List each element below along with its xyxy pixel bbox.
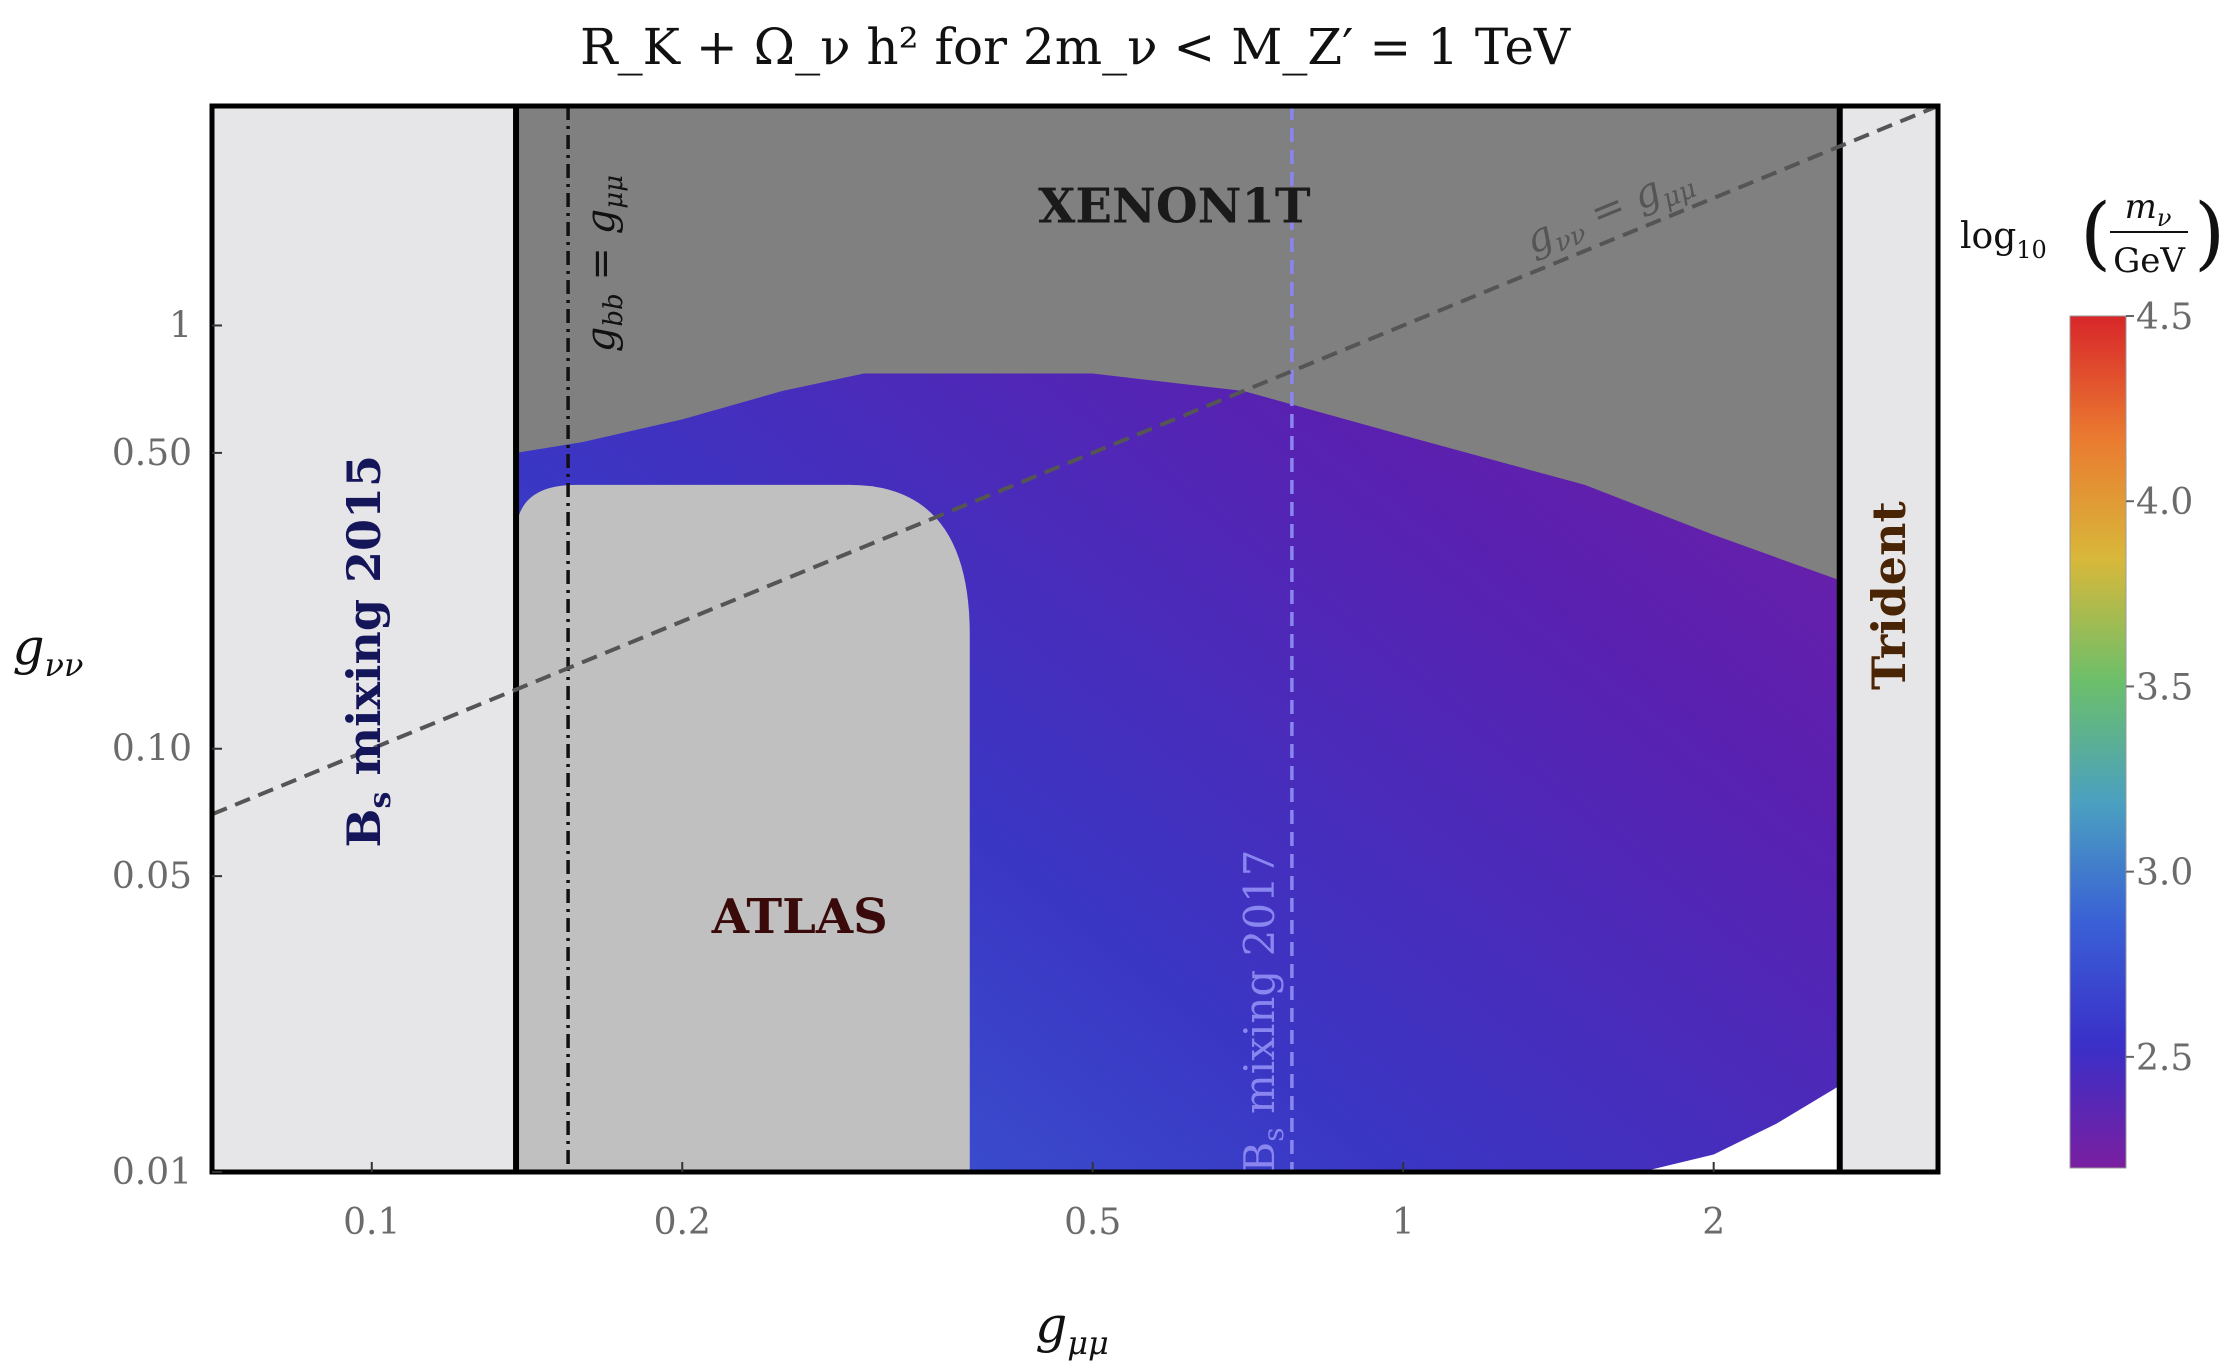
colorbar-tick-label: 3.5: [2136, 667, 2193, 708]
xenon1t-label: XENON1T: [1038, 179, 1311, 235]
plot-frame: [209, 103, 1941, 1175]
region-labels-layer: Bs mixing 2015 XENON1T ATLAS Trident Bs mixi…: [337, 167, 1916, 1172]
y-tick-label: 0.50: [112, 433, 192, 474]
colorbar-tick-label: 2.5: [2136, 1038, 2193, 1079]
colorbar-tick-label: 4.0: [2136, 482, 2193, 523]
colorbar-strip: [2069, 315, 2127, 1169]
regions-layer: [212, 106, 1938, 1172]
xenon1t-region: [516, 106, 1840, 581]
y-tick-label: 0.01: [112, 1152, 192, 1193]
atlas-region: [516, 484, 970, 1172]
x-axis-label: gμμ: [1035, 1296, 1109, 1362]
y-tick-label: 1: [169, 305, 192, 346]
bs-mixing-2015-region: [212, 106, 517, 1172]
chart-title: R_K + Ω_ν h² for 2m_ν < M_Z′ = 1 TeV: [580, 18, 1571, 76]
x-tick-label: 0.5: [1064, 1202, 1121, 1243]
colorbar-label: log10 ( mν GeV): [1960, 186, 2225, 281]
colorbar-label-log: log10: [1960, 216, 2047, 264]
bs-mixing-2017-label: Bs mixing 2017: [1235, 849, 1290, 1172]
x-tick-label: 0.1: [343, 1202, 400, 1243]
colorbar-tick-label: 4.5: [2136, 297, 2193, 338]
colorbar-label-paren-left: (: [2080, 186, 2111, 279]
y-tick-label: 0.10: [112, 729, 192, 770]
colorbar-label-denominator: GeV: [2113, 241, 2186, 281]
ticks-layer: 0.1 0.2 0.5 1 2 0.01 0.05 0.10 0.50 1: [112, 305, 1725, 1243]
colorbar: 2.5 3.0 3.5 4.0 4.5 log10 ( mν GeV): [1960, 186, 2225, 1169]
bs-mixing-2015-label: Bs mixing 2015: [337, 455, 398, 848]
colorbar-ticks: 2.5 3.0 3.5 4.0 4.5: [2126, 297, 2193, 1079]
x-tick-label: 0.2: [654, 1202, 711, 1243]
x-tick-label: 1: [1392, 1202, 1415, 1243]
gnunu-equals-gmumu-line: [212, 106, 1938, 817]
plot-area: Bs mixing 2015 XENON1T ATLAS Trident Bs mixi…: [212, 106, 1938, 1172]
x-tick-label: 2: [1702, 1202, 1725, 1243]
y-tick-label: 0.05: [112, 856, 192, 897]
colorbar-tick-label: 3.0: [2136, 853, 2193, 894]
atlas-label: ATLAS: [711, 889, 888, 945]
colorbar-label-paren-right: ): [2194, 186, 2225, 279]
trident-label: Trident: [1862, 501, 1916, 690]
trident-region: [1839, 106, 1938, 1172]
gbb-equals-gmumu-label: gbb = gμμ: [578, 175, 629, 352]
y-axis-label: gνν: [13, 618, 84, 684]
colorbar-label-numerator: mν: [2125, 187, 2172, 232]
lines-layer: [212, 106, 1938, 1172]
